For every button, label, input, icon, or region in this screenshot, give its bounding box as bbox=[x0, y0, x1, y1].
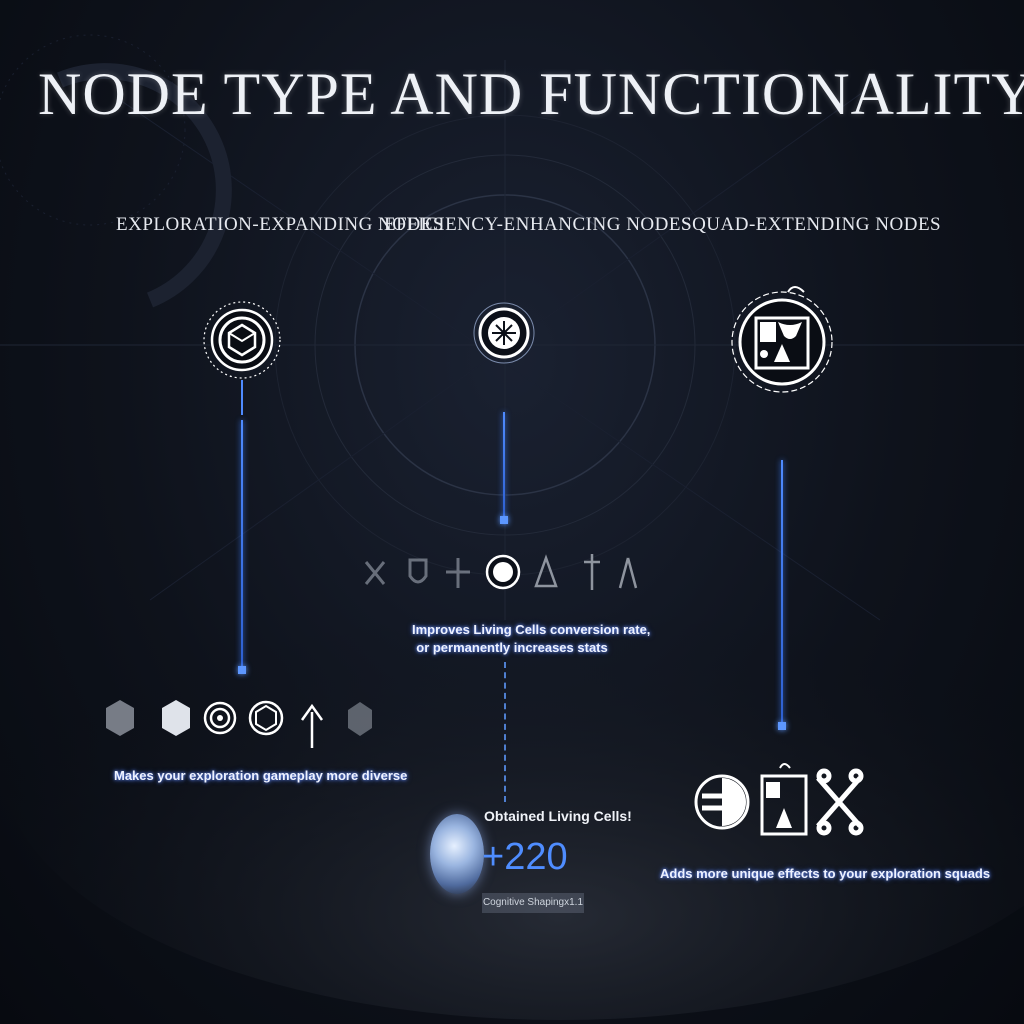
squad-caption: Adds more unique effects to your explora… bbox=[660, 866, 991, 881]
reward-multiplier-tag: Cognitive Shapingx1.1 bbox=[482, 893, 584, 913]
efficiency-dashed-connector bbox=[504, 662, 506, 802]
living-cells-orb-icon bbox=[430, 814, 484, 894]
heading-squad: SQUAD-EXTENDING NODES bbox=[681, 214, 942, 235]
reward-value: +220 bbox=[482, 836, 568, 878]
chalice-banner-icon bbox=[731, 286, 833, 393]
exploration-caption: Makes your exploration gameplay more div… bbox=[114, 768, 408, 783]
connector-end-efficiency bbox=[500, 516, 508, 524]
exploration-icon-row bbox=[106, 700, 372, 748]
compass-star-icon bbox=[473, 302, 535, 364]
connector-end-squad bbox=[778, 722, 786, 730]
page-title: NODE TYPE AND FUNCTIONALITY bbox=[38, 61, 1024, 127]
efficiency-caption-2: or permanently increases stats bbox=[416, 640, 608, 655]
connector-squad bbox=[781, 460, 783, 724]
efficiency-icon-row bbox=[364, 554, 638, 590]
heading-efficiency: EFFICIENCY-ENHANCING NODES bbox=[384, 214, 693, 235]
connector-end-exploration bbox=[238, 666, 246, 674]
efficiency-caption-1: Improves Living Cells conversion rate, bbox=[412, 622, 651, 637]
connector-efficiency bbox=[503, 412, 505, 518]
connector-exploration bbox=[241, 420, 243, 668]
squad-icon-row bbox=[694, 763, 864, 836]
d20-dice-icon bbox=[203, 301, 281, 415]
reward-label: Obtained Living Cells! bbox=[484, 808, 632, 824]
heading-exploration: EXPLORATION-EXPANDING NODES bbox=[116, 214, 444, 235]
